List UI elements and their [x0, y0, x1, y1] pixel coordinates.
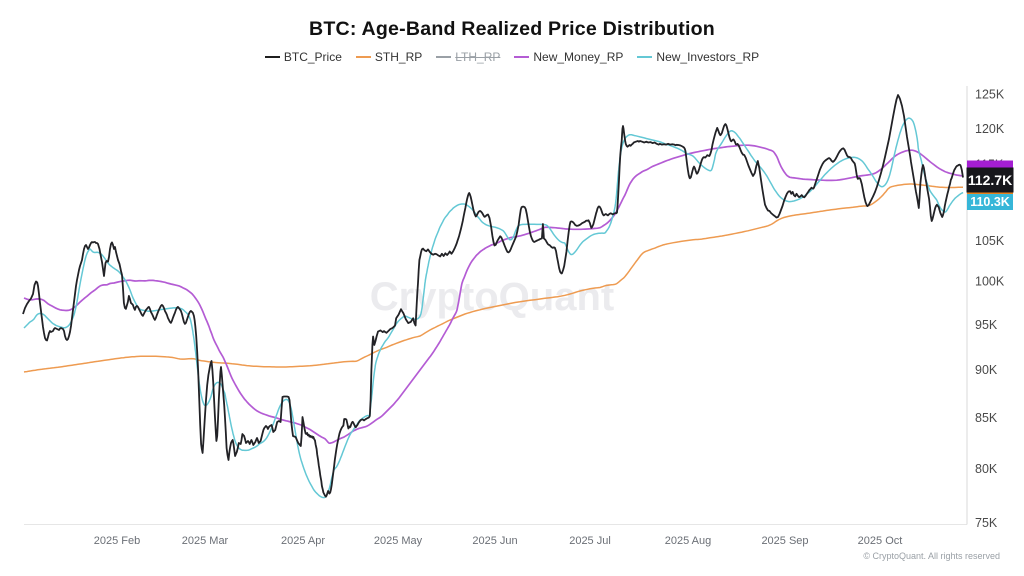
- svg-text:2025 Feb: 2025 Feb: [94, 535, 140, 547]
- svg-text:85K: 85K: [975, 411, 998, 425]
- svg-text:2025 Mar: 2025 Mar: [182, 535, 229, 547]
- svg-text:2025 Jun: 2025 Jun: [472, 535, 517, 547]
- svg-text:110.3K: 110.3K: [970, 195, 1010, 209]
- svg-text:2025 Jul: 2025 Jul: [569, 535, 611, 547]
- svg-text:95K: 95K: [975, 318, 998, 332]
- svg-text:2025 Oct: 2025 Oct: [858, 535, 903, 547]
- svg-text:100K: 100K: [975, 275, 1005, 289]
- svg-text:2025 Sep: 2025 Sep: [761, 535, 808, 547]
- svg-text:2025 Apr: 2025 Apr: [281, 535, 325, 547]
- svg-text:2025 Aug: 2025 Aug: [665, 535, 712, 547]
- svg-text:CryptoQuant: CryptoQuant: [370, 275, 614, 319]
- svg-text:120K: 120K: [975, 122, 1005, 136]
- svg-text:112.7K: 112.7K: [968, 172, 1012, 188]
- svg-text:125K: 125K: [975, 88, 1005, 102]
- svg-text:2025 May: 2025 May: [374, 535, 423, 547]
- svg-text:90K: 90K: [975, 363, 998, 377]
- svg-text:75K: 75K: [975, 516, 998, 530]
- svg-text:105K: 105K: [975, 234, 1005, 248]
- svg-text:80K: 80K: [975, 462, 998, 476]
